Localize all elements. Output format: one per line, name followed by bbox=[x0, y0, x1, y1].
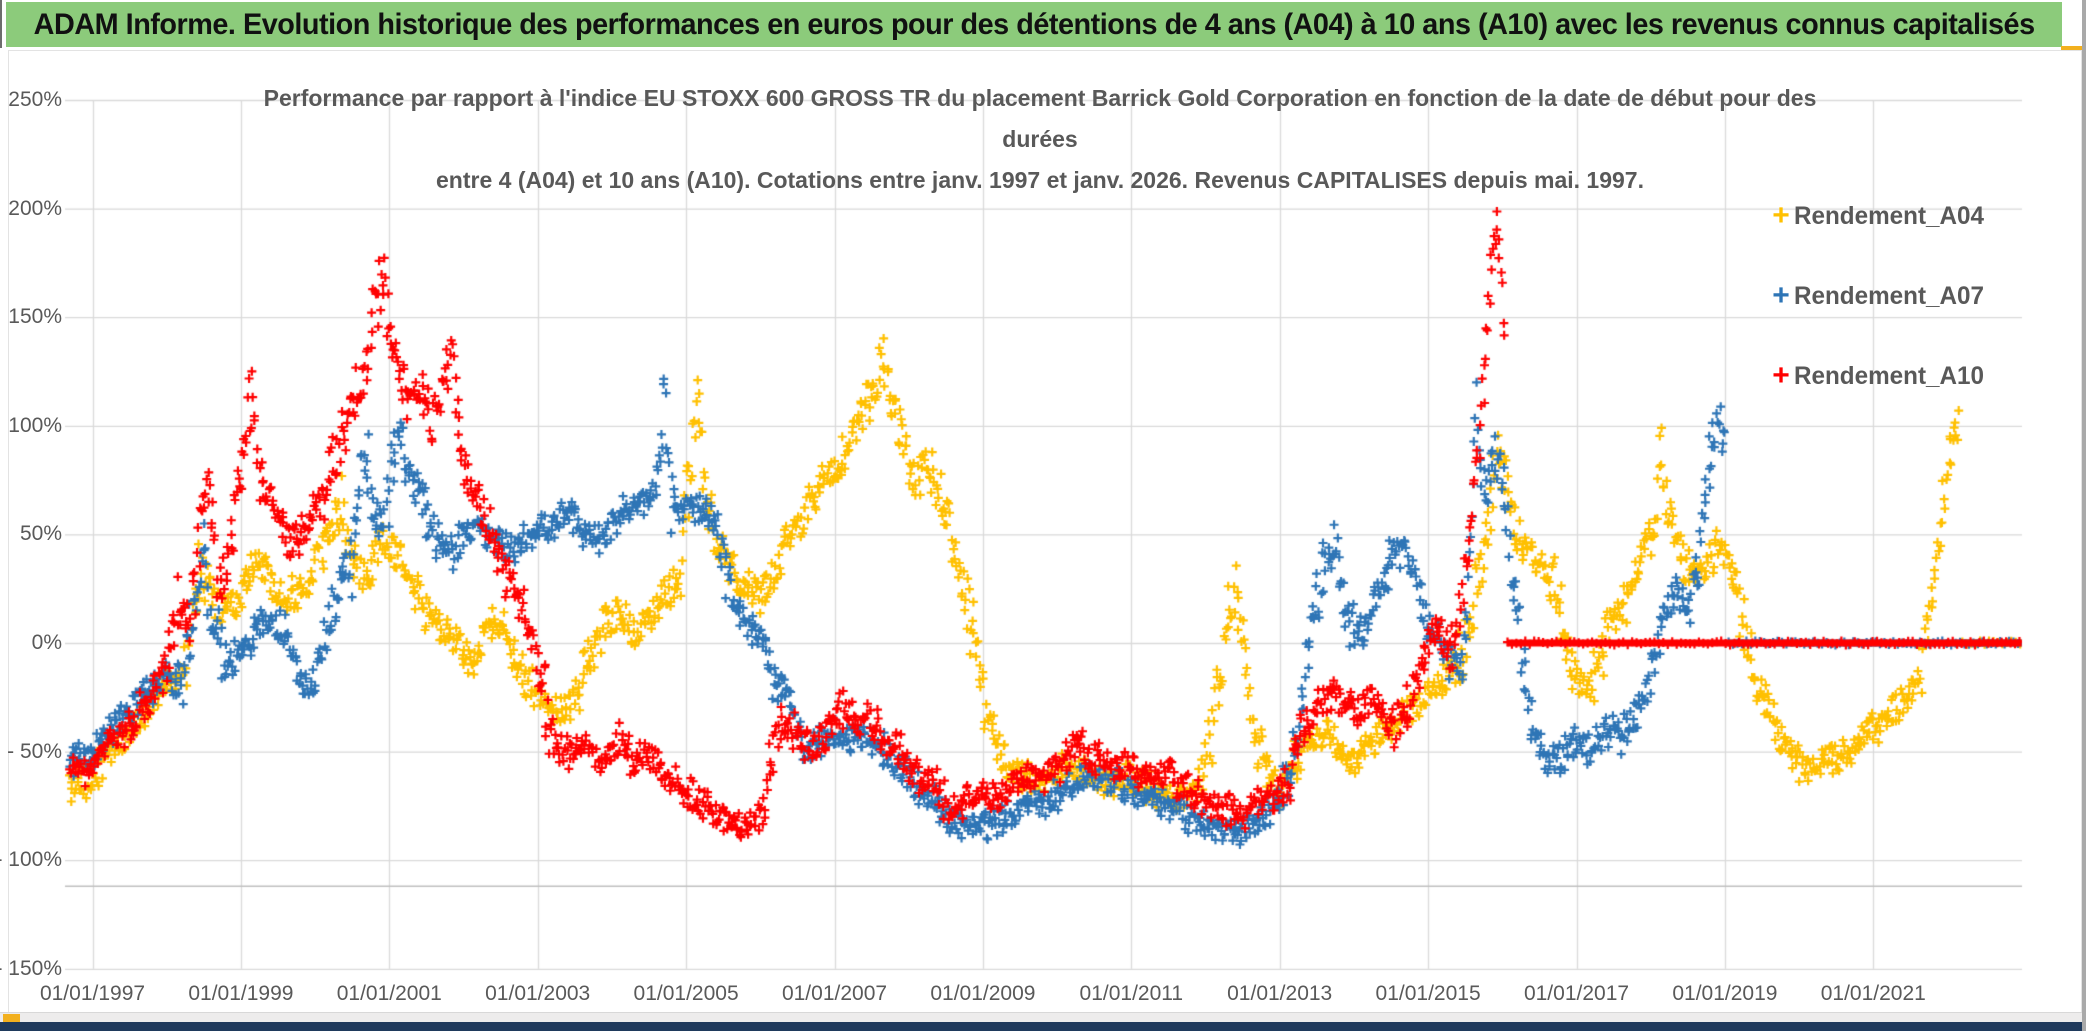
chart-title-line-1: Performance par rapport à l'indice EU ST… bbox=[263, 85, 1817, 111]
y-axis-tick-label: 50% bbox=[19, 522, 62, 546]
y-axis-tick-label: 250% bbox=[8, 88, 62, 111]
x-axis-tick-label: 01/01/2007 bbox=[781, 982, 888, 1005]
legend-label: Rendement_A04 bbox=[1794, 201, 1985, 230]
plus-marker-icon: + bbox=[1772, 199, 1790, 232]
legend-item-rendement-a10[interactable]: + Rendement_A10 bbox=[1768, 356, 2028, 396]
taskbar-strip bbox=[0, 1022, 2086, 1031]
window-right-edge bbox=[2082, 0, 2086, 1031]
x-axis-tick-label: 01/01/1997 bbox=[39, 982, 146, 1005]
y-axis-tick-label: 0% bbox=[31, 631, 62, 654]
x-axis-tick-label: 01/01/2019 bbox=[1672, 982, 1778, 1005]
x-axis-tick-label: 01/01/2021 bbox=[1820, 982, 1926, 1005]
sheet-bottom-strip bbox=[0, 1012, 2086, 1023]
x-axis-tick-label: 01/01/1999 bbox=[188, 982, 294, 1005]
x-axis-tick-label: 01/01/2005 bbox=[633, 982, 739, 1005]
y-axis-tick-label: 200% bbox=[8, 196, 62, 220]
y-axis-tick-label: - 50% bbox=[7, 739, 62, 763]
y-axis-tick-label: - 150% bbox=[0, 956, 62, 980]
y-axis-tick-label: 100% bbox=[8, 413, 62, 437]
x-axis-tick-label: 01/01/2017 bbox=[1523, 982, 1630, 1005]
legend-label: Rendement_A07 bbox=[1794, 281, 1985, 310]
plus-marker-icon: + bbox=[1772, 279, 1790, 312]
chart-title-line-2: durées bbox=[1002, 126, 1078, 152]
plus-marker-icon: + bbox=[1772, 359, 1790, 392]
x-axis-tick-label: 01/01/2003 bbox=[485, 982, 591, 1005]
x-axis-tick-label: 01/01/2001 bbox=[336, 982, 442, 1005]
x-axis-tick-label: 01/01/2009 bbox=[930, 982, 1036, 1005]
chart-title-line-3: entre 4 (A04) et 10 ans (A10). Cotations… bbox=[436, 167, 1644, 193]
legend-item-rendement-a04[interactable]: + Rendement_A04 bbox=[1768, 196, 2028, 236]
legend-label: Rendement_A10 bbox=[1794, 361, 1985, 390]
x-axis-tick-label: 01/01/2015 bbox=[1375, 982, 1481, 1005]
legend-item-rendement-a07[interactable]: + Rendement_A07 bbox=[1768, 276, 2028, 316]
x-axis-tick-label: 01/01/2013 bbox=[1227, 982, 1333, 1005]
chart-title: Performance par rapport à l'indice EU ST… bbox=[240, 78, 1840, 201]
y-axis-tick-label: - 100% bbox=[0, 848, 62, 872]
gold-bottom-accent bbox=[3, 1014, 20, 1024]
chart-legend: + Rendement_A04 + Rendement_A07 + Rendem… bbox=[1768, 196, 2028, 436]
y-axis-tick-label: 150% bbox=[8, 305, 62, 329]
x-axis-tick-label: 01/01/2011 bbox=[1079, 982, 1184, 1005]
